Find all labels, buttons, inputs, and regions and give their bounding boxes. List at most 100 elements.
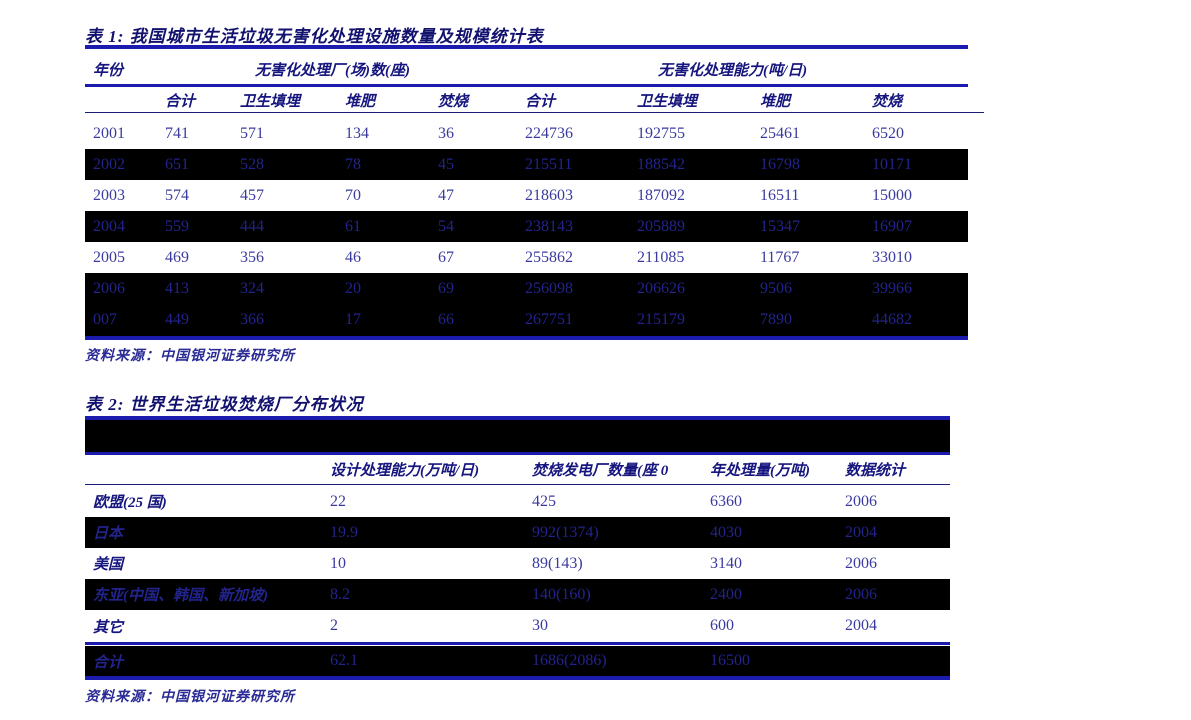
table1-subheader-landfill-capacity: 卫生填埋 xyxy=(637,93,698,110)
table-cell: 22 xyxy=(330,492,346,510)
table-cell: 571 xyxy=(240,124,264,142)
table2-source: 资料来源：中国银河证券研究所 xyxy=(85,690,295,705)
table-cell: 44682 xyxy=(872,311,912,328)
table-cell: 9506 xyxy=(760,279,792,297)
table-cell: 67 xyxy=(438,248,454,266)
table-cell: 2006 xyxy=(845,554,877,572)
table1-header-plant-count-group: 无害化处理厂(场)数(座) xyxy=(255,62,410,79)
table-cell: 8.2 xyxy=(330,585,350,603)
table-cell: 16511 xyxy=(760,186,800,204)
table-cell: 10171 xyxy=(872,155,912,173)
table-cell: 2 xyxy=(330,617,338,634)
table2-body: 欧盟(25 国) 22 425 6360 2006 日本 19.9 992(1374) 4030… xyxy=(85,486,950,680)
table-cell: 2006 xyxy=(845,492,877,510)
table-cell: 444 xyxy=(240,217,264,235)
table-cell: 559 xyxy=(165,217,189,235)
table-cell: 741 xyxy=(165,124,189,142)
table2-header-hairline xyxy=(85,484,950,485)
table-cell: 6360 xyxy=(710,492,742,510)
table2-header-black-band xyxy=(85,420,950,452)
table-row: 2006 413 324 20 69 256098 206626 9506 39966 xyxy=(85,273,968,304)
table-cell: 238143 xyxy=(525,217,573,235)
table-cell: 15347 xyxy=(760,217,800,235)
table1-title-rule xyxy=(85,45,968,49)
table-cell: 469 xyxy=(165,248,189,266)
table1-subheader-total-capacity: 合计 xyxy=(525,93,556,110)
table-row: 2002 651 528 78 45 215511 188542 16798 10171 xyxy=(85,149,968,180)
table-cell: 33010 xyxy=(872,248,912,266)
table-cell: 2002 xyxy=(93,155,125,173)
table1-subheader-incinerate-count: 焚烧 xyxy=(438,93,469,110)
table-cell: 425 xyxy=(532,492,556,510)
table-row: 欧盟(25 国) 22 425 6360 2006 xyxy=(85,486,950,517)
table1-body: 2001 741 571 134 36 224736 192755 25461 6520 2002… xyxy=(85,118,968,336)
table-cell: 2400 xyxy=(710,585,742,603)
table-cell: 54 xyxy=(438,217,454,235)
table2-header-plant-count: 焚烧发电厂数量(座 0 xyxy=(532,462,669,479)
table1-group-header-row: 年份 无害化处理厂(场)数(座) 无害化处理能力(吨/日) xyxy=(85,56,968,82)
table-cell: 46 xyxy=(345,248,361,266)
table1-subheader-incinerate-capacity: 焚烧 xyxy=(872,93,903,110)
table-cell: 413 xyxy=(165,279,189,297)
table-cell: 2004 xyxy=(845,617,877,634)
table-row: 2004 559 444 61 54 238143 205889 15347 16907 xyxy=(85,211,968,242)
table1-header-year: 年份 xyxy=(93,62,124,79)
table-cell: 47 xyxy=(438,186,454,204)
table1-bottom-rule xyxy=(85,336,968,340)
table1-subheader-compost-count: 堆肥 xyxy=(345,93,376,110)
table-cell: 39966 xyxy=(872,279,912,297)
table-cell: 11767 xyxy=(760,248,800,266)
table-cell: 600 xyxy=(710,617,734,634)
table-cell: 20 xyxy=(345,279,361,297)
table-row: 2001 741 571 134 36 224736 192755 25461 6520 xyxy=(85,118,968,149)
table1-subheader-landfill-count: 卫生填埋 xyxy=(240,93,301,110)
table-row: 合计 62.1 1686(2086) 16500 xyxy=(85,646,950,676)
table-cell: 7890 xyxy=(760,311,792,328)
table-cell: 651 xyxy=(165,155,189,173)
table-row: 007 449 366 17 66 267751 215179 7890 44682 xyxy=(85,304,968,336)
table2-header-row: 设计处理能力(万吨/日) 焚烧发电厂数量(座 0 年处理量(万吨) 数据统计 xyxy=(85,456,950,482)
table-cell: 17 xyxy=(345,311,361,328)
table1-subheader-compost-capacity: 堆肥 xyxy=(760,93,791,110)
table-row: 美国 10 89(143) 3140 2006 xyxy=(85,548,950,579)
table-cell: 215179 xyxy=(637,311,685,328)
table-cell: 224736 xyxy=(525,124,573,142)
table-cell: 61 xyxy=(345,217,361,235)
table2-band-rule xyxy=(85,452,950,455)
table-cell: 205889 xyxy=(637,217,685,235)
table1-subheader-row: 合计 卫生填埋 堆肥 焚烧 合计 卫生填埋 堆肥 焚烧 xyxy=(85,88,968,112)
table-cell: 187092 xyxy=(637,186,685,204)
table-cell: 2001 xyxy=(93,124,125,142)
table-row: 其它 2 30 600 2004 xyxy=(85,610,950,642)
table2-bottom-rule xyxy=(85,676,950,680)
table-row: 日本 19.9 992(1374) 4030 2004 xyxy=(85,517,950,548)
table-cell: 合计 xyxy=(93,654,124,671)
table-cell: 66 xyxy=(438,311,454,328)
table-cell: 324 xyxy=(240,279,264,297)
table-cell: 2003 xyxy=(93,186,125,204)
table-cell: 30 xyxy=(532,617,548,634)
table2-header-design-capacity: 设计处理能力(万吨/日) xyxy=(330,462,480,479)
table-cell: 256098 xyxy=(525,279,573,297)
table-cell: 192755 xyxy=(637,124,685,142)
table-cell: 70 xyxy=(345,186,361,204)
table-cell: 449 xyxy=(165,311,189,328)
table1-subheader-total-count: 合计 xyxy=(165,93,196,110)
table2-title-rule xyxy=(85,416,950,420)
table-cell: 69 xyxy=(438,279,454,297)
table-cell: 2006 xyxy=(845,585,877,603)
table-cell: 215511 xyxy=(525,155,573,173)
table-cell: 211085 xyxy=(637,248,685,266)
table-cell: 15000 xyxy=(872,186,912,204)
table-cell: 1686(2086) xyxy=(532,652,607,669)
table-cell: 45 xyxy=(438,155,454,173)
table1-subheader-hairline xyxy=(85,112,984,113)
table-cell: 2004 xyxy=(93,217,125,235)
table-cell: 188542 xyxy=(637,155,685,173)
table1-source: 资料来源：中国银河证券研究所 xyxy=(85,349,295,364)
table1-header-rule xyxy=(85,84,968,87)
table-cell: 255862 xyxy=(525,248,573,266)
table-cell: 16798 xyxy=(760,155,800,173)
table2-header-annual-volume: 年处理量(万吨) xyxy=(710,462,810,479)
